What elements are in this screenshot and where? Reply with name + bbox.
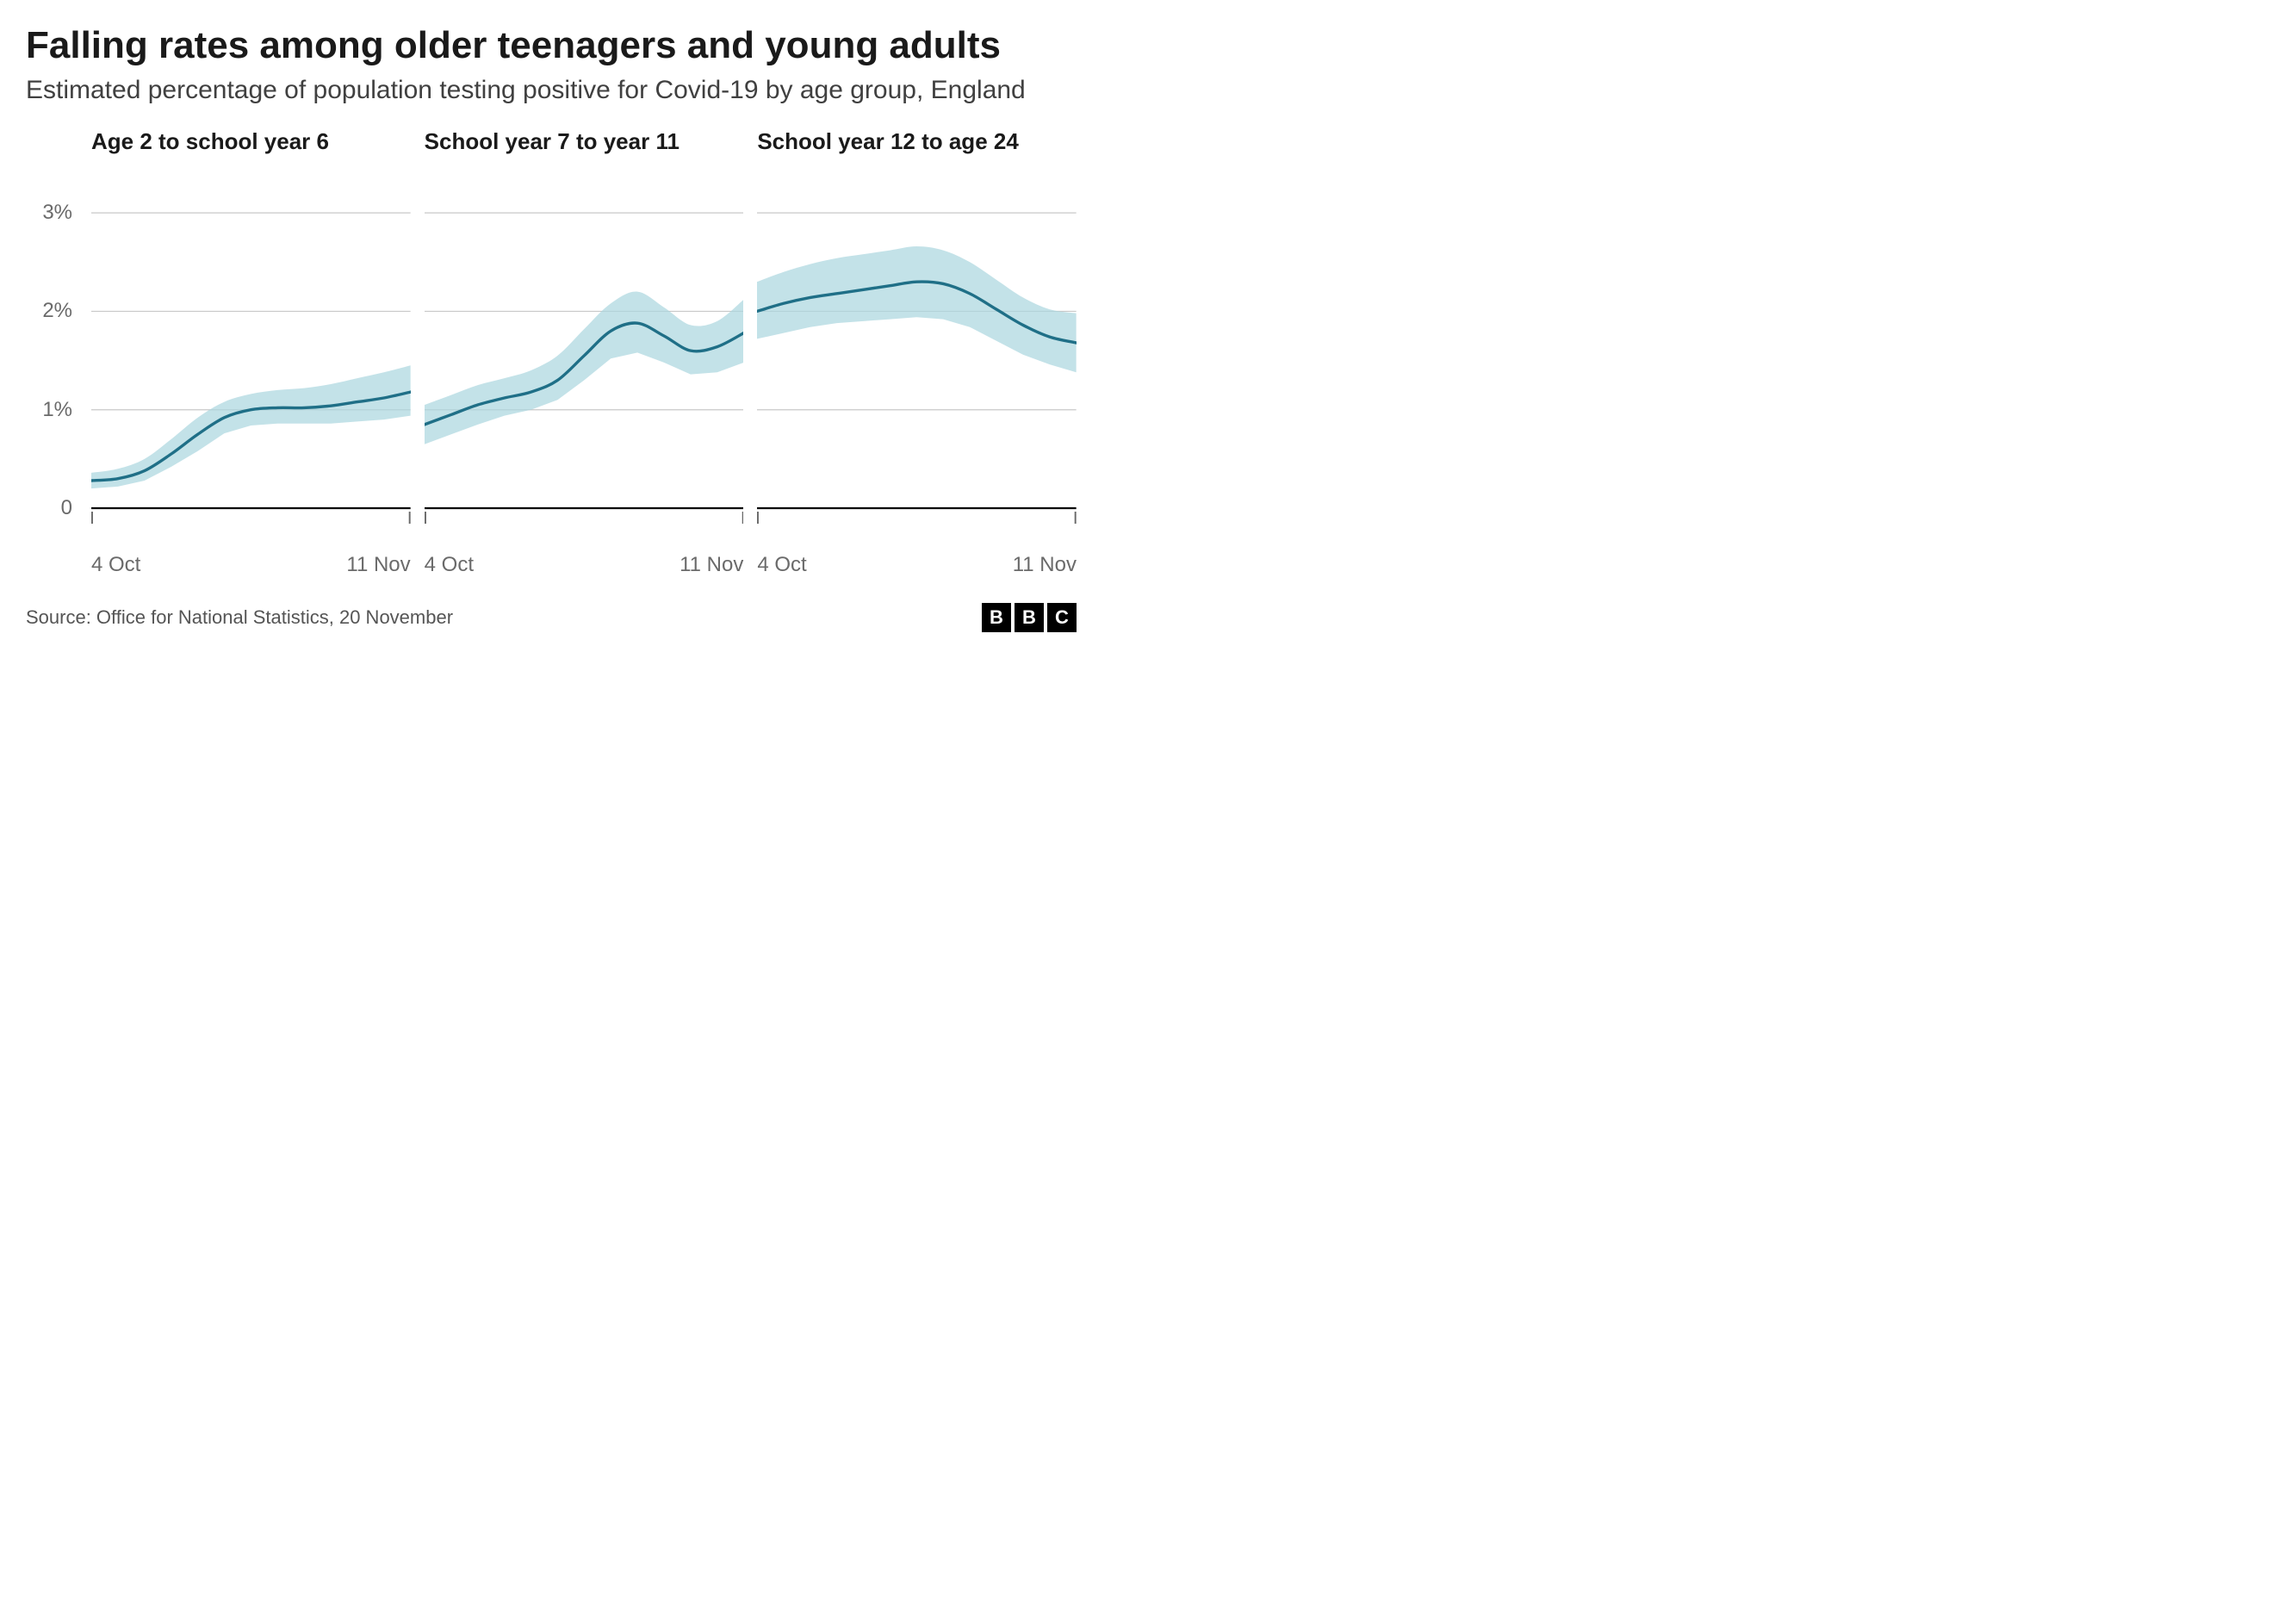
x-axis-labels: 4 Oct 11 Nov bbox=[425, 553, 744, 577]
chart-panel-1: School year 7 to year 11 4 Oct 11 Nov bbox=[425, 129, 744, 577]
y-axis-tick-label: 0 bbox=[61, 496, 72, 520]
x-axis-start-label: 4 Oct bbox=[91, 553, 140, 577]
footer: Source: Office for National Statistics, … bbox=[26, 603, 1077, 632]
panel-plot bbox=[425, 198, 744, 524]
bbc-logo-block: B bbox=[1015, 603, 1044, 632]
x-axis-labels: 4 Oct 11 Nov bbox=[757, 553, 1077, 577]
bbc-logo-block: C bbox=[1047, 603, 1077, 632]
x-axis-end-label: 11 Nov bbox=[346, 553, 410, 577]
confidence-band bbox=[425, 291, 744, 444]
bbc-logo: B B C bbox=[982, 603, 1077, 632]
chart-panel-2: School year 12 to age 24 4 Oct 11 Nov bbox=[757, 129, 1077, 577]
chart-panel-0: Age 2 to school year 6 4 Oct 11 Nov bbox=[91, 129, 411, 577]
y-axis-column: . 01%2%3% bbox=[26, 129, 78, 508]
bbc-logo-block: B bbox=[982, 603, 1011, 632]
x-axis-start-label: 4 Oct bbox=[425, 553, 474, 577]
page-subtitle: Estimated percentage of population testi… bbox=[26, 75, 1077, 107]
x-axis-end-label: 11 Nov bbox=[1013, 553, 1077, 577]
panel-title: School year 12 to age 24 bbox=[757, 129, 1077, 189]
panel-plot bbox=[91, 198, 411, 524]
panel-plot bbox=[757, 198, 1077, 524]
x-axis-labels: 4 Oct 11 Nov bbox=[91, 553, 411, 577]
confidence-band bbox=[757, 246, 1077, 372]
y-axis-tick-label: 3% bbox=[42, 201, 72, 225]
panel-title: Age 2 to school year 6 bbox=[91, 129, 411, 189]
y-axis-labels: 01%2%3% bbox=[26, 198, 78, 508]
panel-title: School year 7 to year 11 bbox=[425, 129, 744, 189]
page-title: Falling rates among older teenagers and … bbox=[26, 24, 1077, 66]
panel-svg bbox=[91, 198, 411, 524]
source-text: Source: Office for National Statistics, … bbox=[26, 606, 453, 629]
panel-svg bbox=[757, 198, 1077, 524]
chart-page: Falling rates among older teenagers and … bbox=[0, 0, 1102, 648]
x-axis-start-label: 4 Oct bbox=[757, 553, 806, 577]
x-axis-end-label: 11 Nov bbox=[679, 553, 743, 577]
y-axis-tick-label: 2% bbox=[42, 299, 72, 323]
panel-svg bbox=[425, 198, 744, 524]
y-axis-tick-label: 1% bbox=[42, 398, 72, 422]
charts-row: . 01%2%3% Age 2 to school year 6 4 Oct 1… bbox=[26, 129, 1077, 577]
confidence-band bbox=[91, 365, 411, 488]
